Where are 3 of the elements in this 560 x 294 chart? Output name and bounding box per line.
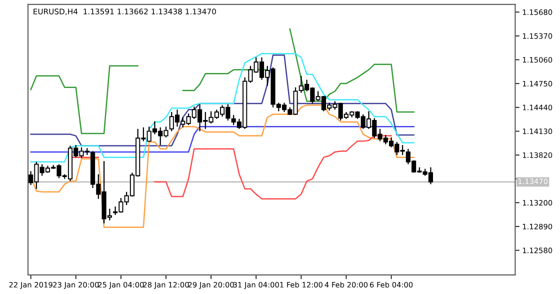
line-series — [30, 104, 414, 228]
line-series — [30, 54, 414, 146]
line-series — [30, 52, 414, 163]
